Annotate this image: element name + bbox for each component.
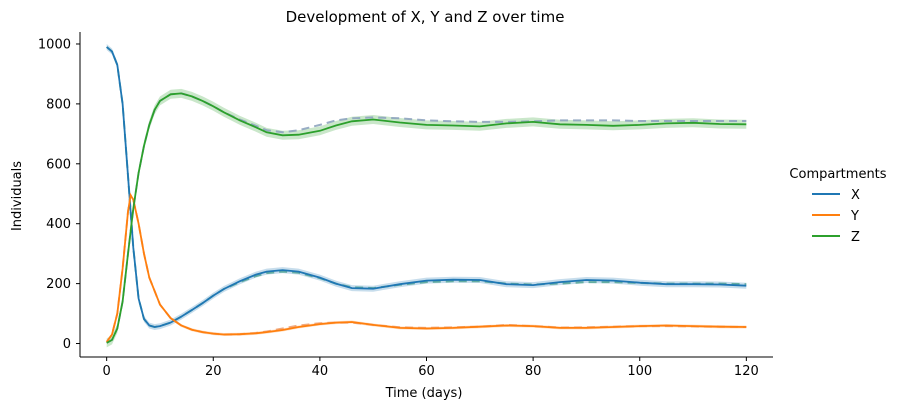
legend: Compartments XYZ bbox=[789, 167, 886, 245]
legend-title: Compartments bbox=[789, 167, 886, 182]
axes: 0 20 40 60 80 100 120 0 200 400 600 800 1000 bbox=[38, 32, 773, 379]
y-tick-label: 200 bbox=[46, 277, 71, 292]
chart-title: Development of X, Y and Z over time bbox=[286, 8, 565, 26]
y-tick-label: 0 bbox=[63, 337, 71, 352]
series-y-reference-line bbox=[105, 192, 747, 343]
plot-area bbox=[105, 44, 747, 348]
x-tick-label: 80 bbox=[525, 364, 542, 379]
x-tick-label: 0 bbox=[103, 364, 111, 379]
y-tick-label: 600 bbox=[46, 157, 71, 172]
y-tick-label: 1000 bbox=[38, 37, 71, 52]
series-y-band bbox=[106, 193, 747, 344]
series-y-line bbox=[105, 192, 747, 343]
x-tick-label: 40 bbox=[312, 364, 329, 379]
y-axis-label: Individuals bbox=[10, 161, 25, 231]
x-tick-label: 100 bbox=[627, 364, 652, 379]
legend-label-z: Z bbox=[851, 230, 860, 245]
x-tick-label: 60 bbox=[418, 364, 435, 379]
y-tick-label: 400 bbox=[46, 217, 71, 232]
x-axis-label: Time (days) bbox=[385, 386, 463, 401]
x-tick-label: 120 bbox=[734, 364, 759, 379]
legend-label-x: X bbox=[851, 188, 860, 203]
series-z-band bbox=[106, 88, 747, 348]
series-x-line bbox=[106, 46, 747, 328]
legend-label-y: Y bbox=[850, 209, 859, 224]
x-tick-label: 20 bbox=[205, 364, 222, 379]
series-x-band bbox=[106, 44, 747, 330]
y-tick-label: 800 bbox=[46, 97, 71, 112]
series-z-line bbox=[106, 92, 747, 344]
